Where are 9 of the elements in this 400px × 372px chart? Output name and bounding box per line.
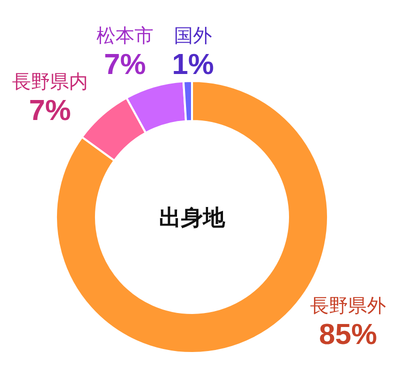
slice-label: 松本市 xyxy=(96,25,154,47)
slice-label: 長野県外 xyxy=(310,295,386,317)
text: 出身地 xyxy=(159,206,226,231)
slice-label: 国外 xyxy=(174,25,212,47)
data-label: 1% xyxy=(172,49,214,81)
data-label: 7% xyxy=(104,49,146,81)
data-label: 7% xyxy=(29,95,72,127)
data-label: 85% xyxy=(318,319,378,351)
slice-label: 長野県内 xyxy=(12,71,88,93)
